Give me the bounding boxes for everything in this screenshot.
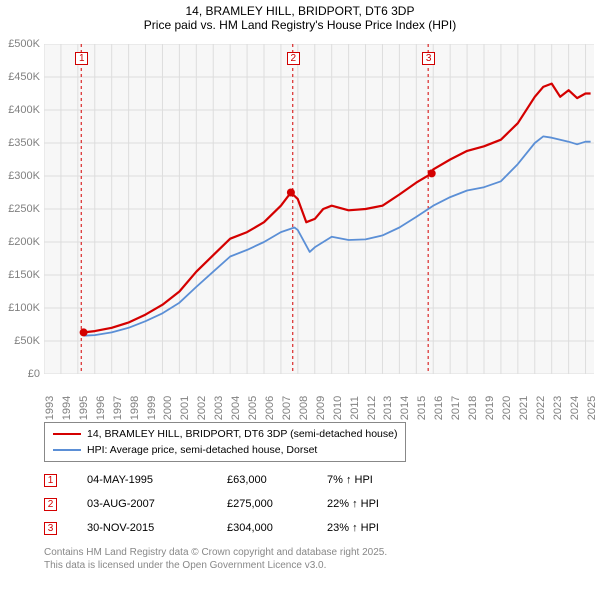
series-price_paid xyxy=(84,84,591,333)
sale-row: 2 03-AUG-2007£275,00022% ↑ HPI xyxy=(44,492,407,516)
arrow-up-icon: ↑ xyxy=(352,522,358,534)
sale-row: 1 04-MAY-1995£63,0007% ↑ HPI xyxy=(44,468,407,492)
x-tick-label: 1997 xyxy=(112,396,124,420)
sale-pct: 22% ↑ HPI xyxy=(327,498,407,510)
y-tick-label: £0 xyxy=(28,368,40,380)
x-tick-label: 2000 xyxy=(162,396,174,420)
sale-pct: 7% ↑ HPI xyxy=(327,474,407,486)
y-tick-label: £450K xyxy=(8,71,40,83)
x-tick-label: 2023 xyxy=(552,396,564,420)
annotation-marker-3: 3 xyxy=(422,52,435,65)
x-tick-label: 2025 xyxy=(586,396,598,420)
x-tick-label: 1994 xyxy=(61,396,73,420)
y-tick-label: £200K xyxy=(8,236,40,248)
title-address: 14, BRAMLEY HILL, BRIDPORT, DT6 3DP xyxy=(0,4,600,18)
sale-marker-point xyxy=(80,328,88,336)
x-axis: 1993 1994 1995 1996 1997 1998 1999 2000 2001 2002… xyxy=(44,378,594,418)
sale-price: £304,000 xyxy=(227,522,327,534)
x-tick-label: 2006 xyxy=(264,396,276,420)
x-tick-label: 2010 xyxy=(332,396,344,420)
x-tick-label: 2024 xyxy=(569,396,581,420)
annotation-marker-2: 2 xyxy=(287,52,300,65)
x-tick-label: 2021 xyxy=(518,396,530,420)
y-tick-label: £50K xyxy=(14,335,40,347)
legend-label: HPI: Average price, semi-detached house,… xyxy=(87,444,317,456)
x-tick-label: 2018 xyxy=(467,396,479,420)
y-tick-label: £100K xyxy=(8,302,40,314)
legend-label: 14, BRAMLEY HILL, BRIDPORT, DT6 3DP (sem… xyxy=(87,428,397,440)
x-tick-label: 2002 xyxy=(196,396,208,420)
x-tick-label: 2012 xyxy=(366,396,378,420)
arrow-up-icon: ↑ xyxy=(346,474,352,486)
x-tick-label: 2022 xyxy=(535,396,547,420)
x-tick-label: 2015 xyxy=(416,396,428,420)
x-tick-label: 2017 xyxy=(450,396,462,420)
sales-table: 1 04-MAY-1995£63,0007% ↑ HPI 2 03-AUG-2007£… xyxy=(44,468,407,540)
legend-swatch xyxy=(53,433,81,436)
sale-date: 03-AUG-2007 xyxy=(87,498,227,510)
chart-container: 14, BRAMLEY HILL, BRIDPORT, DT6 3DP Pric… xyxy=(0,0,600,590)
x-tick-label: 1995 xyxy=(78,396,90,420)
x-tick-label: 2016 xyxy=(433,396,445,420)
legend-swatch xyxy=(53,449,81,451)
legend-item: HPI: Average price, semi-detached house,… xyxy=(53,442,397,458)
x-tick-label: 2019 xyxy=(484,396,496,420)
x-tick-label: 2011 xyxy=(349,396,361,420)
x-tick-label: 1993 xyxy=(44,396,56,420)
sale-marker-point xyxy=(428,169,436,177)
x-tick-label: 1999 xyxy=(146,396,158,420)
y-tick-label: £150K xyxy=(8,269,40,281)
x-tick-label: 2013 xyxy=(382,396,394,420)
attribution-line1: Contains HM Land Registry data © Crown c… xyxy=(44,546,387,559)
x-tick-label: 2008 xyxy=(298,396,310,420)
x-tick-label: 2020 xyxy=(501,396,513,420)
annotation-marker-1: 1 xyxy=(75,52,88,65)
sale-date: 04-MAY-1995 xyxy=(87,474,227,486)
sale-number-badge: 3 xyxy=(44,522,57,535)
legend: 14, BRAMLEY HILL, BRIDPORT, DT6 3DP (sem… xyxy=(44,422,406,462)
sale-pct: 23% ↑ HPI xyxy=(327,522,407,534)
y-tick-label: £350K xyxy=(8,137,40,149)
x-tick-label: 2005 xyxy=(247,396,259,420)
arrow-up-icon: ↑ xyxy=(352,498,358,510)
sale-date: 30-NOV-2015 xyxy=(87,522,227,534)
y-axis: £0£50K£100K£150K£200K£250K£300K£350K£400… xyxy=(0,44,42,374)
x-tick-label: 2003 xyxy=(213,396,225,420)
chart-svg xyxy=(44,44,594,374)
sale-number-badge: 1 xyxy=(44,474,57,487)
y-tick-label: £300K xyxy=(8,170,40,182)
y-tick-label: £250K xyxy=(8,203,40,215)
plot-area xyxy=(44,44,594,374)
x-tick-label: 2009 xyxy=(315,396,327,420)
sale-row: 3 30-NOV-2015£304,00023% ↑ HPI xyxy=(44,516,407,540)
x-tick-label: 1996 xyxy=(95,396,107,420)
attribution: Contains HM Land Registry data © Crown c… xyxy=(44,546,387,572)
sale-price: £63,000 xyxy=(227,474,327,486)
x-tick-label: 2007 xyxy=(281,396,293,420)
title-subtitle: Price paid vs. HM Land Registry's House … xyxy=(0,18,600,32)
x-tick-label: 2004 xyxy=(230,396,242,420)
sale-marker-point xyxy=(287,189,295,197)
attribution-line2: This data is licensed under the Open Gov… xyxy=(44,559,387,572)
x-tick-label: 1998 xyxy=(129,396,141,420)
x-tick-label: 2001 xyxy=(179,396,191,420)
x-tick-label: 2014 xyxy=(399,396,411,420)
y-tick-label: £400K xyxy=(8,104,40,116)
title-block: 14, BRAMLEY HILL, BRIDPORT, DT6 3DP Pric… xyxy=(0,0,600,32)
y-tick-label: £500K xyxy=(8,38,40,50)
sale-number-badge: 2 xyxy=(44,498,57,511)
sale-price: £275,000 xyxy=(227,498,327,510)
legend-item: 14, BRAMLEY HILL, BRIDPORT, DT6 3DP (sem… xyxy=(53,426,397,442)
